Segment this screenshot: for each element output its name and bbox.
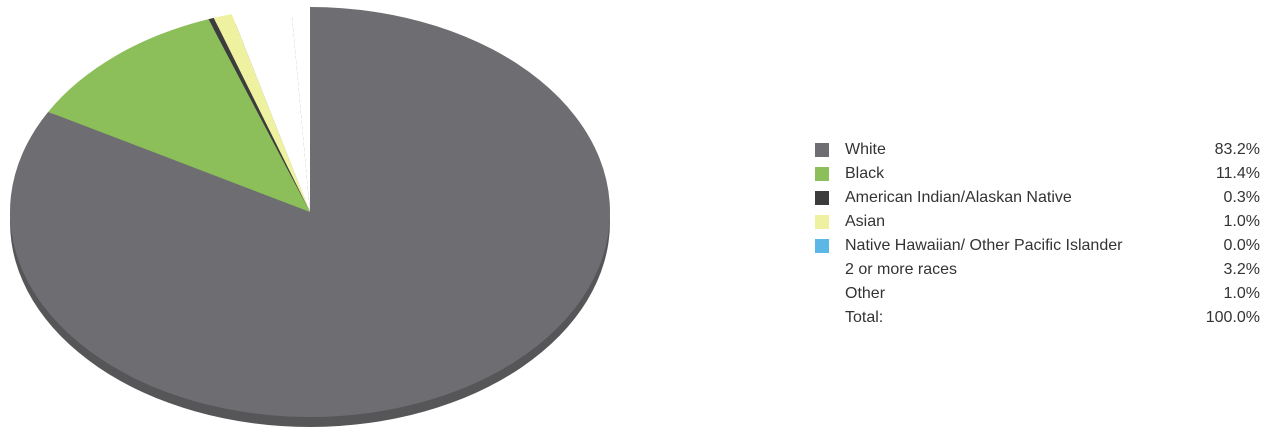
legend-swatch bbox=[815, 143, 829, 157]
legend-value: 3.2% bbox=[1223, 261, 1260, 278]
legend-item: White 83.2% bbox=[815, 138, 1260, 162]
pie-slices bbox=[10, 6, 611, 427]
legend-item: Asian 1.0% bbox=[815, 210, 1260, 234]
legend-item: Black 11.4% bbox=[815, 162, 1260, 186]
legend-value: 0.3% bbox=[1223, 189, 1260, 206]
legend-swatch bbox=[815, 215, 829, 229]
legend-value: 11.4% bbox=[1215, 165, 1260, 182]
pie-slice-other bbox=[291, 6, 310, 213]
pie-slice-2-or-more-races bbox=[231, 7, 310, 213]
legend-label: Asian bbox=[845, 213, 886, 230]
legend-swatch bbox=[815, 263, 829, 277]
pie-chart bbox=[10, 6, 611, 427]
legend-value: 83.2% bbox=[1214, 141, 1260, 158]
pie-slice-white bbox=[10, 7, 611, 417]
legend-total-row: Total: 100.0% bbox=[815, 306, 1260, 330]
pie-slice-asian bbox=[213, 14, 310, 212]
pie-slice-american-indian-alaskan-native bbox=[208, 17, 310, 212]
legend-item: 2 or more races 3.2% bbox=[815, 258, 1260, 282]
legend-value: 1.0% bbox=[1223, 213, 1260, 230]
legend-swatch bbox=[815, 239, 829, 253]
legend-total-value: 100.0% bbox=[1205, 309, 1260, 326]
legend-label: American Indian/Alaskan Native bbox=[845, 189, 1072, 206]
legend-label: 2 or more races bbox=[845, 261, 958, 278]
pie-slice-black bbox=[48, 19, 311, 212]
legend-swatch bbox=[815, 191, 829, 205]
legend-label: White bbox=[845, 141, 886, 158]
legend-total-label: Total: bbox=[845, 309, 884, 326]
legend-item: Other 1.0% bbox=[815, 282, 1260, 306]
legend-label: Other bbox=[845, 285, 886, 302]
legend-item: American Indian/Alaskan Native 0.3% bbox=[815, 186, 1260, 210]
legend-swatch bbox=[815, 167, 829, 181]
legend: White 83.2% Black 11.4% American Indian/Alas… bbox=[815, 138, 1260, 330]
legend-label: Black bbox=[845, 165, 885, 182]
legend-value: 1.0% bbox=[1223, 285, 1260, 302]
legend-swatch bbox=[815, 287, 829, 301]
legend-item: Native Hawaiian/ Other Pacific Islander 0… bbox=[815, 234, 1260, 258]
legend-label: Native Hawaiian/ Other Pacific Islander bbox=[845, 237, 1123, 254]
legend-value: 0.0% bbox=[1223, 237, 1260, 254]
